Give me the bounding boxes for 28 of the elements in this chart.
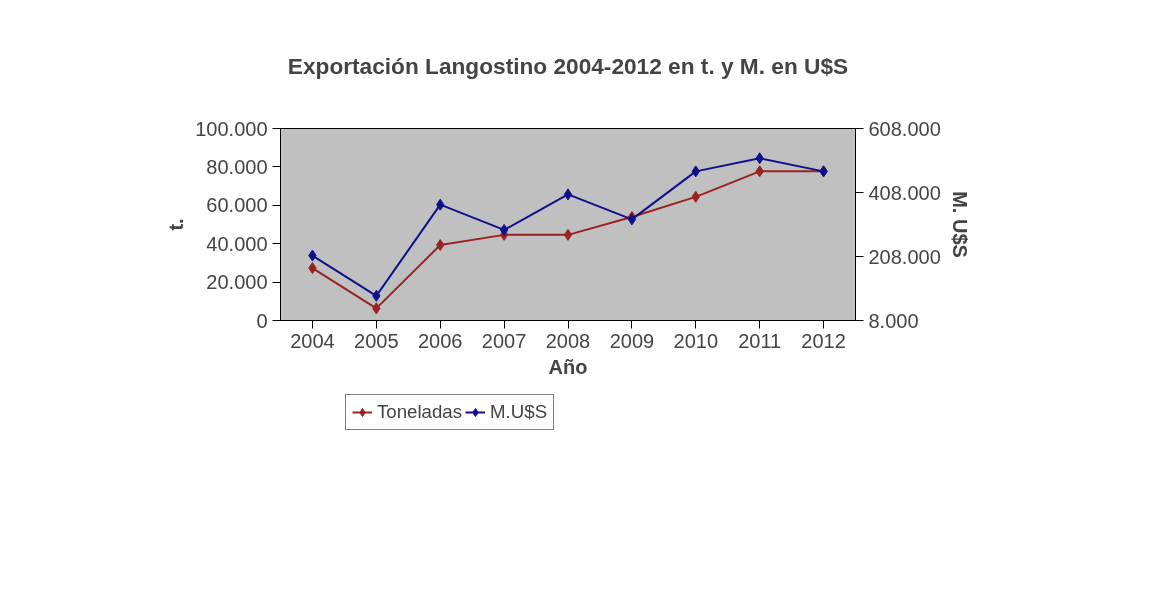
x-tick-label: 2012 (801, 329, 846, 352)
y-tick-label: 80.000 (206, 155, 268, 178)
x-tick-label: 2004 (290, 329, 335, 352)
y2-tick-label: 408.000 (868, 181, 941, 204)
y2-tick-label: 608.000 (868, 117, 941, 140)
x-tick-label: 2011 (738, 329, 782, 352)
y2-axis-title: M. U$S (948, 191, 971, 258)
x-tick-label: 2010 (673, 329, 719, 352)
y-tick-label: 0 (256, 309, 268, 332)
y-tick-label: 40.000 (206, 232, 268, 255)
chart-title: Exportación Langostino 2004-2012 en t. y M. en U$S (287, 52, 849, 79)
legend-label: M.U$S (490, 401, 548, 423)
y-tick-label: 100.000 (195, 117, 268, 140)
x-tick-label: 2007 (481, 329, 527, 352)
x-tick-label: 2008 (545, 329, 591, 352)
point (499, 223, 509, 236)
x-tick-label: 2009 (609, 329, 655, 352)
y-tick-label: 20.000 (206, 271, 268, 294)
point (563, 228, 573, 241)
x-tick-label: 2005 (354, 329, 399, 352)
point (563, 188, 573, 201)
y-axis-title: t. (165, 218, 188, 231)
legend-label: Toneladas (377, 401, 463, 423)
y-tick-label: 60.000 (206, 194, 268, 217)
y2-tick-label: 208.000 (868, 245, 941, 268)
x-tick-label: 2006 (417, 329, 463, 352)
x-axis-title: Año (548, 355, 588, 378)
y2-tick-label: 8.000 (868, 309, 919, 332)
